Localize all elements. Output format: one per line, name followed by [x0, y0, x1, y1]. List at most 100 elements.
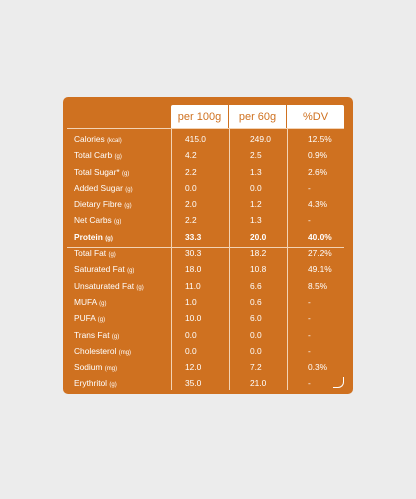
value-per-60g: 7.2 — [250, 362, 262, 373]
table-row: MUFA (g) 1.0 0.6 - — [63, 295, 353, 311]
column-divider — [287, 128, 288, 390]
value-per-100g: 0.0 — [185, 329, 197, 340]
value-per-60g: 0.0 — [250, 345, 262, 356]
nutrient-unit: (g) — [136, 284, 144, 291]
nutrient-unit: (g) — [97, 317, 106, 324]
nutrient-unit: (mg) — [118, 349, 132, 356]
column-divider — [229, 128, 230, 390]
table-row: Unsaturated Fat (g) 11.0 6.6 8.5% — [63, 279, 353, 295]
table-row: PUFA (g) 10.0 6.0 - — [63, 311, 353, 327]
column-divider — [171, 128, 172, 390]
value-per-100g: 18.0 — [185, 264, 202, 275]
nutrient-name: Trans Fat (g) — [74, 329, 120, 340]
value-dv: - — [308, 313, 311, 324]
table-corner — [333, 377, 344, 388]
value-per-60g: 20.0 — [250, 231, 267, 242]
value-per-100g: 10.0 — [185, 313, 202, 324]
nutrient-unit: (g) — [124, 203, 132, 210]
nutrient-name: Cholesterol (mg) — [74, 345, 132, 356]
value-per-100g: 4.2 — [185, 150, 197, 161]
nutrient-unit: (g) — [109, 382, 117, 389]
value-per-100g: 35.0 — [185, 378, 202, 389]
header-per-100g: per 100g — [177, 110, 222, 123]
nutrient-unit: (mg) — [104, 366, 118, 373]
header-underline — [67, 128, 344, 129]
table-row: Saturated Fat (g) 18.0 10.8 49.1% — [63, 262, 353, 278]
value-per-60g: 1.3 — [250, 215, 262, 226]
table-row: Trans Fat (g) 0.0 0.0 - — [63, 328, 353, 344]
nutrient-unit: (g) — [108, 252, 116, 259]
nutrient-unit: (g) — [121, 170, 130, 177]
table-row: Total Sugar* (g) 2.2 1.3 2.6% — [63, 165, 353, 181]
nutrient-name: Sodium (mg) — [74, 362, 118, 373]
nutrient-name: Added Sugar (g) — [74, 182, 133, 193]
value-per-60g: 6.6 — [250, 280, 262, 291]
value-per-100g: 1.0 — [185, 296, 197, 307]
value-per-60g: 1.2 — [250, 199, 262, 210]
table-header: per 100g per 60g %DV — [171, 105, 344, 128]
nutrient-unit: (g) — [127, 268, 135, 275]
value-dv: 0.3% — [308, 362, 328, 373]
table-row: Protein (g) 33.3 20.0 40.0% — [63, 230, 353, 246]
nutrient-name: Total Fat (g) — [74, 248, 116, 259]
value-per-60g: 10.8 — [250, 264, 267, 275]
value-dv: 4.3% — [308, 199, 328, 210]
nutrient-name: Saturated Fat (g) — [74, 264, 135, 275]
value-dv: - — [308, 296, 311, 307]
value-per-60g: 1.3 — [250, 166, 262, 177]
value-per-100g: 12.0 — [185, 362, 202, 373]
value-per-100g: 30.3 — [185, 248, 202, 259]
table-row: Calories (kcal) 415.0 249.0 12.5% — [63, 132, 353, 148]
nutrient-name: Dietary Fibre (g) — [74, 199, 132, 210]
value-dv: 0.9% — [308, 150, 328, 161]
value-dv: 27.2% — [308, 248, 332, 259]
table-row: Net Carbs (g) 2.2 1.3 - — [63, 213, 353, 229]
value-dv: 8.5% — [308, 280, 328, 291]
value-per-100g: 11.0 — [185, 280, 201, 291]
nutrient-unit: (g) — [105, 235, 113, 242]
nutrient-name: Total Sugar* (g) — [74, 166, 130, 177]
value-per-60g: 0.0 — [250, 329, 262, 340]
value-per-60g: 0.0 — [250, 182, 262, 193]
value-per-100g: 415.0 — [185, 134, 206, 144]
value-per-60g: 2.5 — [250, 150, 262, 161]
table-row: Added Sugar (g) 0.0 0.0 - — [63, 181, 353, 197]
value-dv: - — [308, 329, 311, 340]
value-dv: - — [308, 182, 311, 193]
nutrient-unit: (g) — [114, 219, 122, 226]
nutrient-name: Calories (kcal) — [74, 134, 122, 144]
nutrient-name: Protein (g) — [74, 231, 113, 242]
nutrient-name: PUFA (g) — [74, 313, 106, 324]
nutrient-name: Erythritol (g) — [74, 378, 117, 389]
table-row: Sodium (mg) 12.0 7.2 0.3% — [63, 360, 353, 376]
table-row: Total Fat (g) 30.3 18.2 27.2% — [63, 246, 353, 262]
nutrient-unit: (g) — [114, 154, 122, 161]
nutrient-name: Unsaturated Fat (g) — [74, 280, 144, 291]
nutrition-panel: per 100g per 60g %DV Calories (kcal) 415.… — [63, 97, 353, 394]
value-dv: - — [308, 345, 311, 356]
nutrient-name: MUFA (g) — [74, 296, 107, 307]
header-per-60g: per 60g — [228, 105, 286, 128]
value-per-60g: 6.0 — [250, 313, 262, 324]
value-dv: - — [308, 378, 311, 389]
value-per-60g: 21.0 — [250, 378, 267, 389]
row-divider — [67, 247, 344, 248]
header-dv: %DV — [286, 105, 344, 128]
value-per-60g: 0.6 — [250, 296, 262, 307]
table-row: Cholesterol (mg) 0.0 0.0 - — [63, 344, 353, 360]
nutrient-unit: (g) — [111, 333, 120, 340]
value-per-100g: 0.0 — [185, 345, 197, 356]
nutrient-unit: (kcal) — [107, 138, 122, 144]
value-per-100g: 2.2 — [185, 215, 197, 226]
nutrient-unit: (g) — [125, 186, 133, 193]
value-dv: 12.5% — [308, 134, 332, 144]
nutrient-unit: (g) — [99, 300, 107, 307]
table-row: Dietary Fibre (g) 2.0 1.2 4.3% — [63, 197, 353, 213]
table-row: Total Carb (g) 4.2 2.5 0.9% — [63, 148, 353, 164]
nutrient-name: Net Carbs (g) — [74, 215, 122, 226]
value-per-100g: 0.0 — [185, 182, 197, 193]
table-row: Erythritol (g) 35.0 21.0 - — [63, 376, 353, 392]
value-per-100g: 2.0 — [185, 199, 197, 210]
value-per-100g: 33.3 — [185, 231, 202, 242]
value-per-100g: 2.2 — [185, 166, 197, 177]
